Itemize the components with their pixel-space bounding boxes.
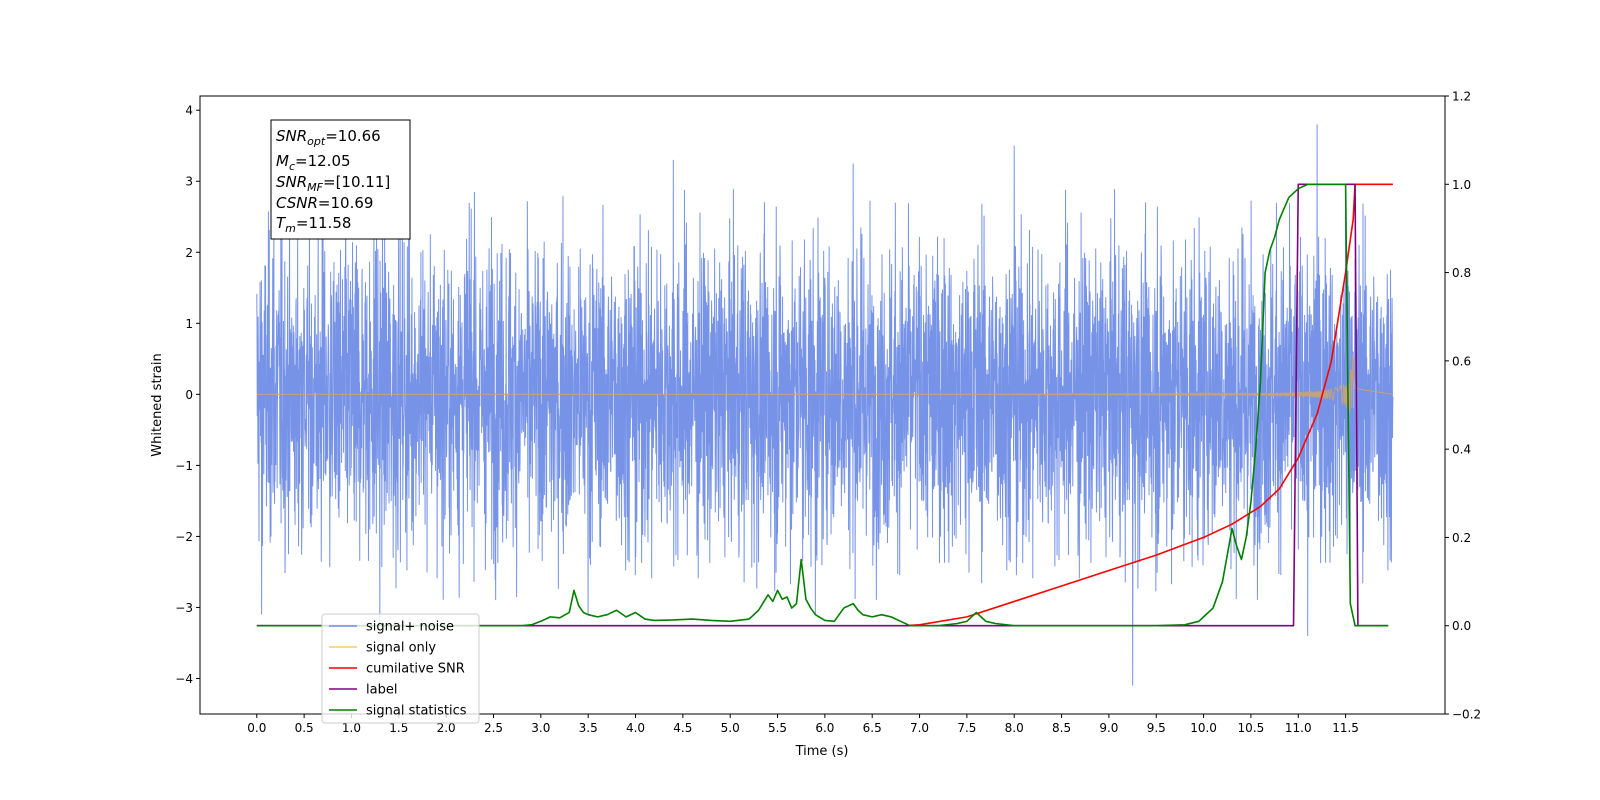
y-tick-label: −2 [175,530,193,544]
x-tick-label: 5.0 [721,721,740,735]
x-tick-label: 0.5 [295,721,314,735]
y-axis-left: 4 3 2 1 0 −1 −2 −3 −4 [175,104,200,686]
legend-label-signal-statistics: signal statistics [366,704,467,719]
y2-tick-label: 1.0 [1452,178,1471,192]
x-tick-label: 3.0 [531,721,550,735]
x-tick-label: 7.0 [910,721,929,735]
y-tick-label: 0 [185,388,193,402]
x-tick-label: 8.0 [1005,721,1024,735]
plot-frame [199,95,1446,715]
x-tick-label: 8.5 [1052,721,1071,735]
y2-tick-label: 0.2 [1452,531,1471,545]
legend-label-cumulative-snr: cumilative SNR [366,662,465,677]
annotation-snr-opt: SNRopt=10.66 [276,127,381,148]
y2-tick-label: 1.2 [1452,90,1471,104]
series-layer [256,124,1394,686]
y2-tick-label: −0.2 [1452,708,1481,722]
annotation-box: SNRopt=10.66 Mc=12.05 SNRMF=[10.11] CSNR… [270,119,411,240]
y-tick-label: −1 [175,459,193,473]
x-tick-label: 6.0 [815,721,834,735]
x-tick-label: 2.0 [437,721,456,735]
annotation-chirp-mass: Mc=12.05 [276,152,351,173]
y2-tick-label: 0.6 [1452,354,1471,368]
annotation-merger-time: Tm=11.58 [276,214,351,235]
x-axis-label: Time (s) [795,744,849,759]
series-signal-noise [256,124,1394,686]
legend-label-label: label [366,683,397,698]
x-tick-label: 1.5 [389,721,408,735]
x-tick-label: 1.0 [342,721,361,735]
series-signal-statistics [256,183,1389,627]
annotation-frame [270,119,411,240]
x-tick-label: 6.5 [863,721,882,735]
legend-label-signal-only: signal only [366,641,436,656]
y2-tick-label: 0.4 [1452,443,1471,457]
x-tick-label: 0.0 [247,721,266,735]
x-tick-label: 9.0 [1099,721,1118,735]
y-tick-label: 2 [185,246,193,260]
x-tick-label: 10.5 [1238,721,1265,735]
y-tick-label: 1 [185,317,193,331]
legend: signal+ noise signal only cumilative SNR… [321,613,480,724]
x-tick-label: 9.5 [1147,721,1166,735]
annotation-csnr: CSNR=10.69 [276,194,373,212]
x-tick-label: 4.0 [626,721,645,735]
y2-tick-label: 0.0 [1452,619,1471,633]
y-tick-label: −3 [175,601,193,615]
x-tick-label: 11.0 [1285,721,1312,735]
legend-frame [321,613,480,724]
series-signal-only [256,354,1394,413]
x-tick-label: 3.5 [579,721,598,735]
y-tick-label: 3 [185,175,193,189]
x-tick-label: 7.5 [957,721,976,735]
y-tick-label: 4 [185,104,193,118]
y-axis-label: Whitened strain [150,353,165,456]
legend-label-signal-noise: signal+ noise [366,620,454,635]
y2-tick-label: 0.8 [1452,266,1471,280]
x-tick-label: 4.5 [673,721,692,735]
x-tick-label: 2.5 [484,721,503,735]
x-axis: 0.0 0.5 1.0 1.5 2.0 2.5 3.0 3.5 4.0 4.5 5.0 5.5 6.0 6… [247,714,1359,735]
annotation-snr-mf: SNRMF=[10.11] [276,173,390,194]
y-tick-label: −4 [175,672,193,686]
x-tick-label: 5.5 [768,721,787,735]
x-tick-label: 11.5 [1332,721,1359,735]
x-tick-label: 10.0 [1190,721,1217,735]
y-axis-right: 1.2 1.0 0.8 0.6 0.4 0.2 0.0 −0.2 [1445,90,1481,722]
